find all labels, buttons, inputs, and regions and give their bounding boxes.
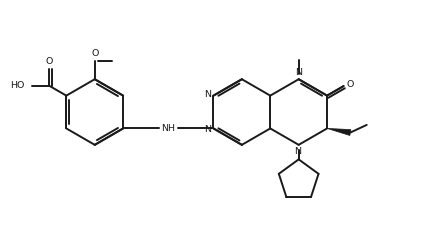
Text: O: O	[91, 49, 99, 58]
Text: N: N	[205, 90, 212, 99]
Text: HO: HO	[11, 81, 25, 90]
Text: NH: NH	[161, 124, 175, 133]
Text: O: O	[46, 57, 53, 66]
Text: O: O	[346, 80, 354, 89]
Text: N: N	[205, 125, 212, 134]
Text: N: N	[294, 147, 301, 156]
Text: N: N	[295, 68, 302, 77]
Polygon shape	[327, 128, 351, 135]
